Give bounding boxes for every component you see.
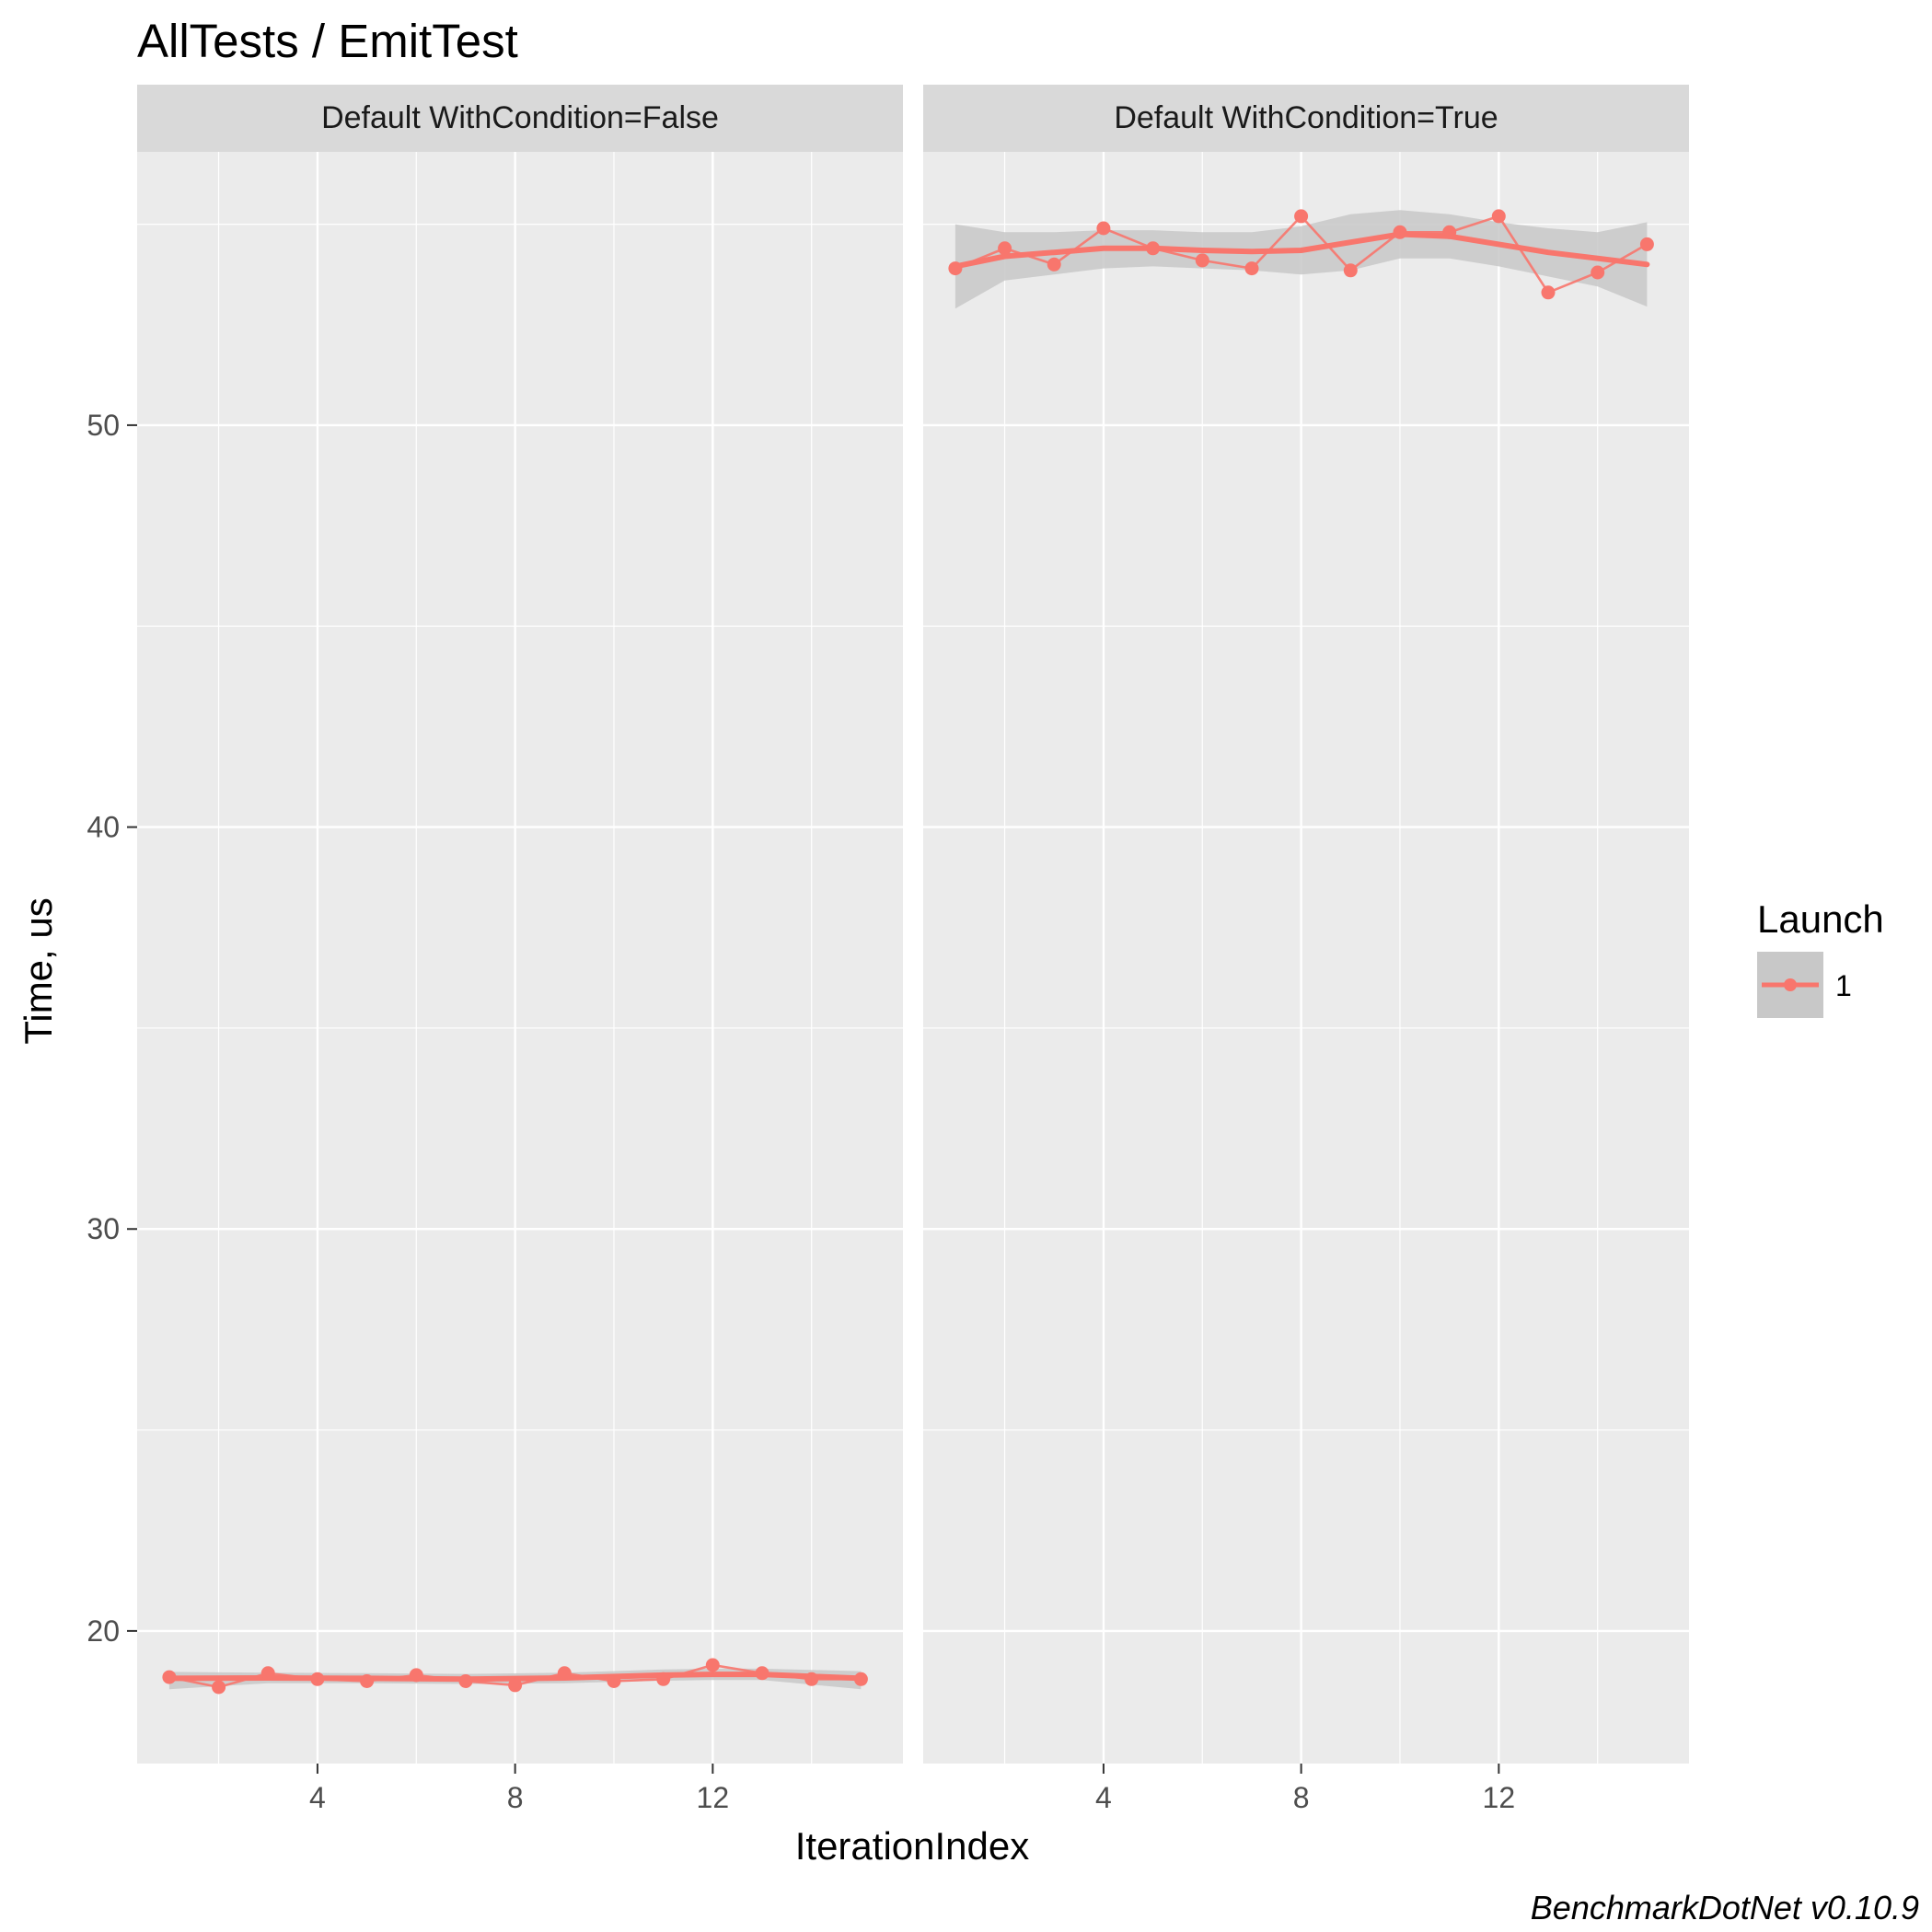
legend: Launch 1 [1757,897,1884,1018]
data-point [1541,285,1556,300]
data-point [656,1672,671,1686]
chart-title: AllTests / EmitTest [137,15,518,67]
y-tick-label: 20 [87,1614,120,1648]
data-point [1591,265,1605,280]
data-point [1096,221,1111,236]
confidence-band [954,210,1648,309]
data-point [1195,253,1209,268]
legend-key-point [1784,978,1797,991]
panel-background [137,152,903,1764]
y-axis-title: Time, us [17,897,60,1044]
data-point [1393,225,1407,239]
data-point [1146,241,1161,256]
x-tick-label: 4 [1095,1781,1112,1814]
data-point [557,1666,572,1681]
y-tick-label: 50 [87,409,120,442]
y-tick-label: 30 [87,1212,120,1245]
y-axis: 20 30 40 50 [87,409,137,1648]
data-point [409,1668,423,1683]
data-point [607,1674,621,1688]
data-point [162,1670,177,1684]
data-point [310,1672,325,1686]
data-point [998,241,1012,256]
data-point [853,1672,868,1686]
data-point [212,1680,226,1695]
data-point [508,1678,523,1693]
legend-entry-label: 1 [1835,969,1852,1002]
legend-title: Launch [1757,897,1884,941]
facet-panel: Default WithCondition=False 4 8 12 [137,85,903,1814]
data-point [1343,263,1358,278]
strip-label: Default WithCondition=True [1114,100,1498,135]
x-tick-label: 8 [507,1781,524,1814]
data-point [948,261,963,276]
data-point [755,1666,769,1681]
x-tick-label: 12 [697,1781,730,1814]
x-tick-label: 8 [1293,1781,1310,1814]
x-tick-label: 4 [309,1781,326,1814]
x-axis-title: IterationIndex [795,1824,1030,1868]
x-tick-label: 12 [1483,1781,1516,1814]
strip-label: Default WithCondition=False [321,100,719,135]
data-point [360,1674,375,1688]
panel-background [923,152,1689,1764]
smooth-line [952,231,1650,270]
data-point [458,1674,473,1688]
data-point [260,1666,275,1681]
strip-background [923,85,1689,152]
data-point [1294,209,1309,224]
caption: BenchmarkDotNet v0.10.9 [1531,1889,1919,1926]
strip-background [137,85,903,152]
y-tick-label: 40 [87,811,120,844]
facet-panel: Default WithCondition=True 4 8 12 [923,85,1689,1814]
data-point [1639,237,1654,251]
data-point [804,1672,819,1686]
data-point [1047,257,1061,272]
data-point [705,1658,720,1672]
data-point [1244,261,1259,276]
data-point [1491,209,1506,224]
data-point [1442,225,1457,239]
